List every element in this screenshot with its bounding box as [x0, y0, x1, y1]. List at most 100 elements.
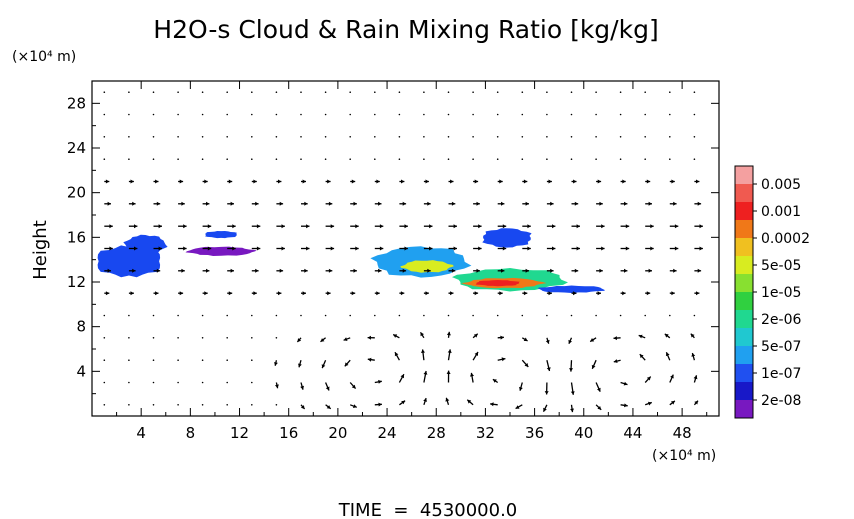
y-tick-label: 4 [76, 362, 86, 380]
wind-vector-head [492, 379, 497, 383]
wind-vector [546, 158, 548, 160]
wind-vector-head [351, 291, 356, 296]
wind-vector [644, 158, 646, 160]
wind-vector [521, 113, 524, 116]
colorbar-swatch [735, 238, 753, 257]
wind-vector-head [601, 224, 605, 229]
wind-vector-head [699, 224, 703, 229]
wind-vector-head [623, 381, 628, 386]
wind-vector-head [650, 224, 654, 229]
wind-vector-head [671, 179, 675, 184]
wind-vector-head [179, 291, 184, 296]
wind-vector-head [546, 367, 551, 371]
wind-vector-head [228, 179, 233, 184]
wind-vector-head [367, 335, 371, 340]
wind-vector-head [404, 224, 408, 229]
colorbar-swatch [735, 400, 753, 419]
wind-vector-head [664, 333, 669, 338]
wind-vector-head [232, 224, 236, 229]
wind-vector-head [158, 246, 162, 251]
wind-vector [570, 91, 573, 93]
plot-frame [91, 80, 720, 417]
wind-vector-head [274, 362, 278, 366]
wind-vector-head [622, 291, 626, 296]
wind-vector [226, 113, 228, 116]
wind-vector-head [134, 224, 138, 229]
wind-vector-head [109, 224, 113, 229]
wind-vector [275, 158, 278, 160]
wind-vector-head [302, 179, 306, 184]
wind-vector-head [423, 398, 427, 402]
wind-vector-head [105, 291, 110, 296]
wind-vector-head [467, 399, 472, 404]
wind-vector [275, 136, 278, 138]
wind-vector-head [400, 374, 404, 379]
wind-vector [177, 381, 179, 384]
wind-vector [128, 136, 130, 138]
wind-vector [251, 314, 253, 317]
wind-vector-head [255, 201, 259, 206]
wind-vector-head [427, 201, 431, 206]
wind-vector-head [576, 224, 580, 229]
wind-vector-head [328, 268, 333, 273]
wind-vector [374, 314, 376, 317]
wind-vector-head [321, 364, 326, 369]
wind-vector-head [326, 405, 331, 409]
wind-vector-head [394, 352, 399, 357]
wind-vector-head [573, 179, 577, 184]
wind-vector-head [206, 201, 210, 206]
wind-vector [595, 113, 597, 116]
wind-vector [496, 158, 499, 160]
wind-vector [521, 158, 524, 160]
wind-vector [152, 404, 155, 406]
wind-vector [103, 136, 106, 138]
wind-vector [201, 136, 204, 138]
cloud-region [400, 260, 454, 273]
wind-vector-head [353, 268, 357, 273]
wind-vector-head [499, 179, 503, 184]
wind-vector [398, 91, 401, 93]
wind-vector [251, 113, 253, 116]
wind-vector-head [476, 268, 480, 273]
wind-vector-head [351, 179, 356, 184]
wind-vector [226, 359, 228, 362]
wind-vector-head [451, 268, 456, 273]
wind-vector [374, 91, 376, 93]
wind-vector [324, 158, 327, 160]
wind-vector [103, 337, 106, 339]
wind-vector [201, 337, 204, 339]
colorbar-swatch [735, 220, 753, 239]
wind-vector [177, 136, 179, 138]
wind-vector-head [304, 201, 308, 206]
colorbar-label: 0.001 [761, 204, 801, 220]
wind-vector [619, 113, 622, 116]
wind-vector-head [552, 224, 556, 229]
colorbar-label: 5e-07 [761, 339, 801, 355]
wind-vector-head [344, 362, 349, 367]
wind-vector-head [568, 339, 572, 344]
wind-vector-head [445, 397, 450, 402]
wind-vector-head [576, 246, 580, 251]
wind-vector-head [597, 387, 601, 392]
wind-vector-head [690, 333, 695, 338]
wind-vector [251, 381, 253, 384]
wind-vector [275, 404, 278, 406]
wind-vector [226, 91, 228, 93]
colorbar-label: 0.005 [761, 177, 801, 193]
wind-vector [103, 113, 106, 116]
wind-vector-head [697, 201, 702, 206]
x-tick-label: 12 [230, 424, 249, 442]
wind-vector-head [378, 201, 382, 206]
wind-vector-head [204, 291, 208, 296]
wind-vector-head [699, 246, 703, 251]
wind-vector [693, 91, 696, 93]
wind-vector-head [671, 400, 675, 405]
wind-vector [177, 404, 179, 406]
wind-vector-head [421, 349, 425, 353]
wind-vector-head [376, 291, 380, 296]
wind-vector [595, 136, 597, 138]
wind-vector-head [515, 405, 520, 409]
wind-vector-head [420, 332, 424, 337]
time-footer: TIME = 4530000.0 [338, 500, 518, 519]
